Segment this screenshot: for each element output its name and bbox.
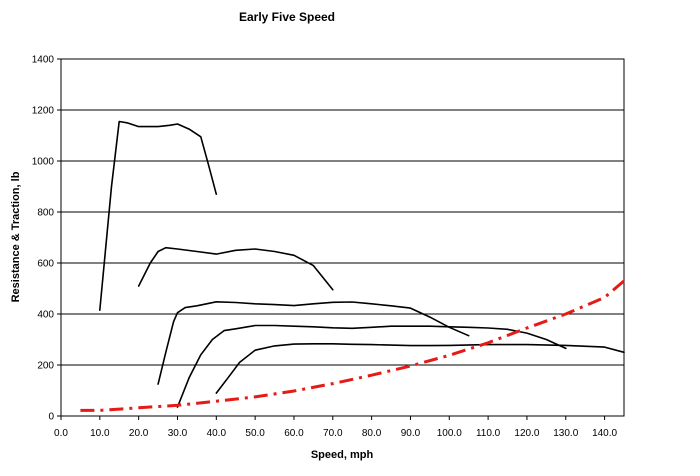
y-tick-label: 200 [37, 361, 54, 372]
plot-area [60, 58, 625, 417]
x-tick-label: 30.0 [168, 428, 188, 439]
y-axis-label: Resistance & Traction, lb [10, 171, 22, 302]
x-tick-label: 90.0 [401, 428, 421, 439]
y-tick-label: 400 [37, 310, 54, 321]
traction-line-1 [99, 120, 218, 312]
series-group [80, 120, 625, 412]
x-tick-label: 60.0 [284, 428, 304, 439]
x-tick-label: 120.0 [514, 428, 539, 439]
x-axis: 0.0 10.0 20.0 30.0 40.0 50.0 60.0 70.0 80.0 90.0 1… [54, 416, 618, 439]
y-tick-label: 1000 [32, 157, 55, 168]
resistance-line [80, 279, 625, 412]
x-tick-label: 80.0 [362, 428, 382, 439]
traction-line-5 [215, 342, 625, 394]
x-tick-label: 0.0 [54, 428, 68, 439]
x-axis-label: Speed, mph [311, 449, 374, 461]
y-tick-label: 800 [37, 208, 54, 219]
x-tick-label: 20.0 [129, 428, 149, 439]
traction-line-3 [157, 300, 470, 385]
y-axis: 0 200 400 600 800 1000 1200 1400 [32, 55, 61, 423]
traction-line-2 [137, 246, 334, 291]
x-tick-label: 10.0 [90, 428, 110, 439]
chart-title: Early Five Speed [239, 10, 335, 24]
y-tick-label: 1200 [32, 106, 55, 117]
x-tick-label: 40.0 [207, 428, 227, 439]
y-tick-label: 1400 [32, 55, 55, 66]
x-tick-label: 130.0 [553, 428, 578, 439]
x-tick-label: 110.0 [476, 428, 501, 439]
x-tick-label: 50.0 [245, 428, 265, 439]
y-tick-label: 600 [37, 259, 54, 270]
x-tick-label: 70.0 [323, 428, 343, 439]
traction-line-4 [176, 324, 567, 408]
x-tick-label: 140.0 [592, 428, 617, 439]
y-tick-label: 0 [48, 412, 54, 423]
x-tick-label: 100.0 [437, 428, 462, 439]
grid [61, 109, 624, 366]
